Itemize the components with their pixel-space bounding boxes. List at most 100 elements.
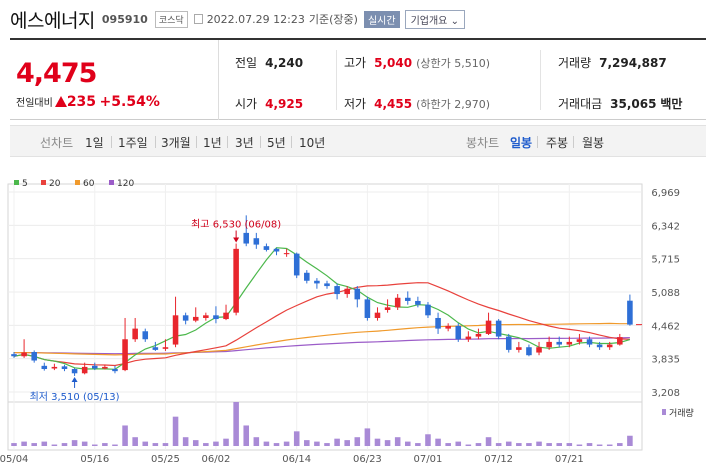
candle-body [394,297,401,308]
candle-body [606,344,613,348]
volume-bar [627,435,633,446]
divider [336,50,337,110]
candle-body [11,354,17,357]
candle-body [566,341,573,345]
candle-weekly[interactable]: 주봉 [546,136,569,150]
volume-bar [273,443,280,446]
x-tick-label: 05/16 [80,454,109,465]
volume-bar [91,444,98,446]
prev-close-value: 4,240 [265,56,304,70]
candle-body [263,246,270,250]
stock-header: 에스에너지 095910 코스닥 2022.07.29 12:23 기준(장중)… [10,6,465,32]
y-tick-label: 5,715 [651,255,680,266]
volume-bar [516,443,522,446]
ma60-line [14,322,630,356]
divider [218,40,219,120]
volume-bar [152,443,159,446]
low-value: 4,455 [374,97,413,111]
candle-body [586,339,593,345]
volume-bar [41,441,48,446]
volume-bar [162,443,169,446]
period-3y[interactable]: 3년 [235,136,254,150]
legend-swatch [109,180,114,185]
candle-body [223,312,229,320]
upper-limit: (상한가 5,510) [416,57,490,70]
realtime-button[interactable]: 실시간 [363,10,400,28]
legend-swatch [75,180,80,185]
candle-body [627,300,633,325]
divider [291,136,292,148]
candle-body [91,365,98,369]
candle-body [142,331,149,340]
period-10y[interactable]: 10년 [299,136,326,150]
candle-body [404,297,411,301]
volume-bar [182,437,189,446]
line-chart-tab[interactable]: 선차트 [40,136,74,150]
volume-bar [11,443,17,446]
volume-bar [324,443,330,446]
volume-bar [243,425,250,446]
y-tick-label: 5,088 [651,288,680,299]
period-5y[interactable]: 5년 [267,136,286,150]
candle-body [344,288,350,295]
candle-body [505,336,512,350]
divider [111,136,112,148]
y-tick-label: 6,969 [651,188,680,199]
candle-body [243,232,250,244]
y-tick-label: 6,342 [651,221,680,232]
volume-bar [51,444,58,446]
volume-bar [425,434,431,446]
volume-bar [465,444,472,446]
volume-bar [475,443,482,446]
volume-bar [536,441,542,446]
period-3m[interactable]: 3개월 [161,136,191,150]
candle-body [182,315,189,321]
candle-body [61,366,68,370]
candle-body [495,320,502,337]
company-overview-label: 기업개요 [410,15,448,27]
candle-daily[interactable]: 일봉 [510,136,533,150]
candle-body [576,339,583,342]
candle-chart-tab[interactable]: 봉차트 [466,136,500,150]
candle-body [415,300,421,305]
x-tick-label: 06/02 [202,454,231,465]
change-percent: +5.54% [99,94,160,110]
volume-legend-label: 거래량 [669,407,694,419]
divider [260,136,261,148]
x-tick-label: 07/12 [484,454,513,465]
volume-bar [304,440,310,446]
period-1y[interactable]: 1년 [203,136,222,150]
candlestick-chart: 3,208 3,835 4,462 5,088 5,715 6,342 6,969 05/04… [0,179,694,465]
x-tick-label: 05/04 [0,454,28,465]
period-toolbar: 선차트 1일 1주일 3개월 1년 3년 5년 10년 봉차트 일봉 주봉 월봉 [10,125,706,157]
period-1d[interactable]: 1일 [85,136,104,150]
volume-bar [404,441,411,446]
volume-bar [263,441,270,446]
company-overview-button[interactable]: 기업개요 ⌄ [404,9,465,29]
candle-body [304,272,310,281]
open-label: 시가 [235,97,258,111]
change-amount: 235 [66,94,97,110]
up-triangle-icon [54,96,67,107]
candle-body [314,280,320,284]
trade-amount: 거래대금 35,065 백만 [558,95,682,112]
candle-monthly[interactable]: 월봉 [582,136,605,150]
divider [540,50,541,110]
volume-bar [122,425,128,446]
x-tick-label: 06/14 [282,454,311,465]
volume-bar [314,441,320,446]
candle-body [374,312,381,318]
plot-frame [7,183,643,451]
volume-bar [142,441,149,446]
candle-body [132,328,138,340]
volume-bar [495,443,502,446]
volume-bar [566,443,573,446]
candle-body [152,347,159,350]
legend-swatch [41,180,46,185]
period-1w[interactable]: 1주일 [118,136,148,150]
divider [227,136,228,148]
candle-body [596,344,603,348]
volume-bar [31,443,37,446]
quote-basis: 기준(장중) [308,13,358,26]
volume-bar [384,440,391,446]
